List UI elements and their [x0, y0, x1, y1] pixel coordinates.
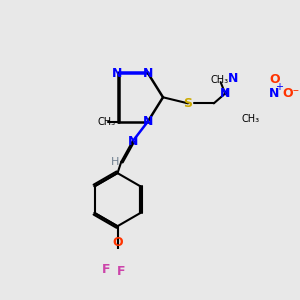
Text: N: N — [220, 87, 230, 100]
Text: S: S — [184, 97, 193, 110]
Text: +: + — [275, 82, 283, 92]
Text: CH₃: CH₃ — [98, 117, 116, 127]
Text: F: F — [117, 265, 126, 278]
Text: O: O — [269, 74, 280, 86]
Text: H: H — [111, 157, 119, 167]
Text: CH₃: CH₃ — [210, 75, 228, 85]
Text: O⁻: O⁻ — [283, 87, 300, 100]
Text: N: N — [143, 115, 153, 128]
Text: F: F — [102, 263, 110, 276]
Text: N: N — [269, 87, 280, 100]
Text: CH₃: CH₃ — [241, 113, 259, 124]
Text: N: N — [143, 67, 153, 80]
Text: N: N — [228, 72, 239, 85]
Text: N: N — [128, 135, 138, 148]
Text: O: O — [112, 236, 123, 249]
Text: N: N — [112, 67, 123, 80]
